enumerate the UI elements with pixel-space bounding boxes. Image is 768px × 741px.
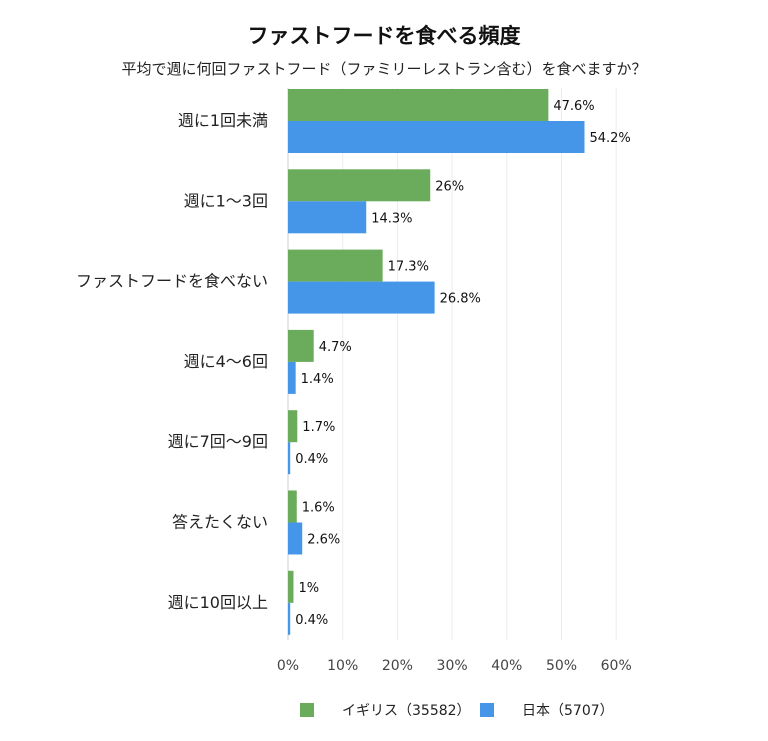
data-label: 1.6%: [302, 501, 335, 516]
legend-swatch-japan: [480, 703, 494, 717]
bar-japan: [288, 201, 367, 234]
bar-japan: [288, 121, 585, 153]
chart-subtitle: 平均で週に何回ファストフード（ファミリーレストラン含む）を食べますか？: [121, 60, 647, 78]
bar-uk: [288, 490, 297, 523]
bar-uk: [288, 249, 383, 282]
data-label: 0.4%: [295, 452, 328, 467]
bar-uk: [288, 89, 549, 121]
data-label: 54.2%: [589, 131, 630, 146]
category-label: ファストフードを食べない: [76, 272, 268, 291]
legend-swatch-uk: [300, 703, 314, 717]
category-label: 週に1回未満: [178, 111, 268, 130]
data-label: 1.7%: [302, 420, 335, 435]
category-label: 週に4〜6回: [184, 352, 268, 371]
data-label: 14.3%: [371, 211, 412, 226]
data-label: 4.7%: [319, 340, 352, 355]
bar-japan: [288, 281, 435, 314]
data-label: 0.4%: [295, 613, 328, 628]
x-tick-label: 0%: [277, 658, 299, 674]
x-tick-label: 10%: [327, 658, 358, 674]
data-label: 2.6%: [307, 533, 340, 548]
x-tick-label: 40%: [491, 658, 522, 674]
data-label: 26.8%: [440, 292, 481, 307]
legend: イギリス（35582） 日本（5707）: [0, 700, 768, 726]
bar-japan: [288, 602, 291, 635]
bar-uk: [288, 410, 298, 443]
data-label: 1%: [298, 581, 319, 596]
category-label: 答えたくない: [172, 513, 268, 532]
x-tick-label: 60%: [601, 658, 632, 674]
legend-item-japan: 日本（5707）: [480, 700, 614, 720]
category-label: 週に10回以上: [168, 593, 268, 612]
bar-japan: [288, 442, 291, 475]
data-label: 26%: [435, 179, 464, 194]
x-tick-label: 30%: [437, 658, 468, 674]
category-label: 週に7回〜9回: [168, 432, 268, 451]
category-label: 週に1〜3回: [184, 191, 268, 210]
data-label: 47.6%: [553, 99, 594, 114]
x-tick-label: 20%: [382, 658, 413, 674]
bar-japan: [288, 522, 303, 555]
bar-uk: [288, 169, 431, 202]
legend-item-uk: イギリス（35582）: [300, 700, 471, 720]
x-tick-label: 50%: [546, 658, 577, 674]
legend-label-japan: 日本（5707）: [522, 703, 614, 719]
legend-label-uk: イギリス（35582）: [342, 703, 471, 719]
bar-uk: [288, 329, 314, 362]
bar-japan: [288, 361, 296, 394]
data-label: 1.4%: [301, 372, 334, 387]
chart-title: ファストフードを食べる頻度: [247, 24, 521, 48]
bar-uk: [288, 570, 294, 603]
data-label: 17.3%: [388, 260, 429, 275]
